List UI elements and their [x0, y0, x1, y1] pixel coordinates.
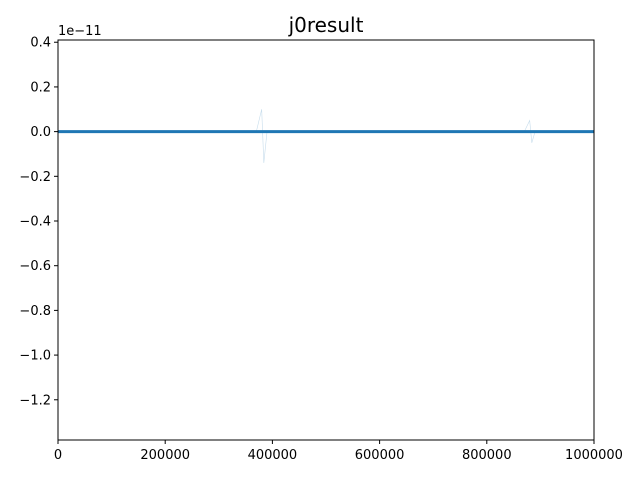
y-tick-label: −0.4 — [19, 215, 51, 230]
y-tick-label: −0.2 — [19, 170, 51, 185]
x-tick-label: 200000 — [140, 448, 190, 463]
y-tick-label: −0.6 — [19, 259, 51, 274]
y-tick-label: −1.2 — [19, 393, 51, 408]
y-offset-text: 1e−11 — [58, 24, 102, 39]
axes-frame — [57, 39, 595, 441]
x-tick-label: 1000000 — [565, 448, 623, 463]
x-tick-label: 400000 — [248, 448, 298, 463]
y-tick-label: −0.8 — [19, 304, 51, 319]
y-tick-label: −1.0 — [19, 349, 51, 364]
plot-area: 0 200000 400000 600000 800000 1000000 0.4 0.2 0.… — [19, 36, 623, 463]
x-tick-label: 0 — [54, 448, 62, 463]
y-tick-label: 0.4 — [30, 36, 51, 51]
x-tick-label: 800000 — [462, 448, 512, 463]
y-tick-label: 0.2 — [30, 80, 51, 95]
x-tick-label: 600000 — [355, 448, 405, 463]
chart-title: j0result — [288, 13, 364, 37]
y-tick-label: 0.0 — [30, 125, 51, 140]
